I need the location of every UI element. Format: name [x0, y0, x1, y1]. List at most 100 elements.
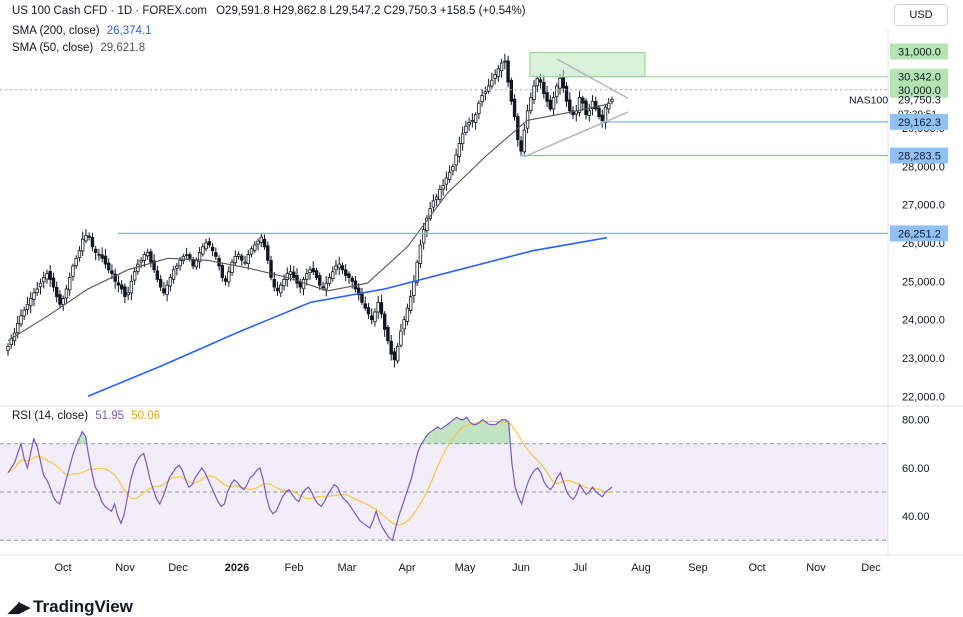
sma200-line	[87, 236, 608, 398]
candle	[480, 95, 484, 103]
price-label-box	[890, 68, 948, 85]
candle	[58, 294, 62, 305]
candle	[369, 315, 374, 321]
candle	[473, 114, 478, 123]
candle	[74, 257, 78, 267]
rsi-tick-label: 40.00	[902, 511, 930, 523]
candle	[48, 270, 52, 280]
tradingview-icon: ◢▶	[8, 599, 30, 616]
candle	[460, 133, 465, 145]
candle	[29, 298, 33, 307]
candle	[210, 246, 215, 252]
candle	[184, 254, 189, 256]
price-tick-label: 23,000.0	[902, 353, 945, 365]
sma50-value: 29,621.8	[100, 42, 146, 54]
candle	[499, 62, 504, 72]
candle	[444, 177, 449, 185]
candle	[584, 100, 588, 116]
price-label-box	[890, 43, 948, 60]
candle	[366, 307, 371, 315]
time-tick-label: Aug	[631, 562, 651, 574]
candle	[301, 279, 306, 290]
candle	[119, 284, 124, 290]
price-tick-label: 24,000.0	[902, 315, 945, 327]
candle	[451, 166, 455, 172]
candle	[106, 262, 111, 271]
time-tick-label: Feb	[285, 562, 304, 574]
candle	[233, 256, 238, 264]
candle	[405, 307, 410, 322]
candle	[236, 254, 241, 257]
candle	[318, 275, 322, 286]
candle	[512, 98, 517, 118]
candle	[126, 292, 130, 296]
legend-sma200[interactable]: SMA (200, close) 26,374.1	[12, 25, 152, 37]
candle	[532, 85, 536, 100]
price-tick-label: 22,000.0	[902, 391, 945, 403]
candle	[558, 77, 562, 89]
candle	[55, 286, 59, 298]
rsi-ma-line	[7, 420, 613, 526]
price-label-box	[890, 225, 948, 242]
time-tick-label: Dec	[168, 562, 188, 574]
legend-main: US 100 Cash CFD · 1D · FOREX.com O29,591…	[12, 5, 526, 17]
candle	[434, 196, 439, 201]
candle	[483, 91, 488, 94]
candle	[597, 107, 601, 118]
candle	[493, 74, 497, 79]
candle	[490, 79, 494, 87]
candle	[503, 60, 507, 63]
currency-button[interactable]: USD	[894, 4, 948, 26]
candle	[418, 244, 423, 264]
candle	[71, 265, 75, 277]
time-tick-label: Oct	[748, 562, 765, 574]
candle	[246, 254, 251, 265]
candle	[207, 241, 212, 246]
candle	[392, 351, 397, 361]
candle	[561, 76, 565, 89]
candle	[331, 271, 335, 279]
candle	[266, 245, 270, 261]
time-tick-label: Jun	[512, 562, 530, 574]
tradingview-logo[interactable]: ◢▶ TradingView	[8, 597, 133, 617]
candle	[16, 323, 20, 334]
candle	[337, 263, 341, 269]
candle	[201, 246, 205, 255]
candle	[519, 140, 523, 152]
candle	[155, 270, 160, 280]
candle	[548, 99, 553, 110]
candle	[116, 282, 121, 286]
symbol-title[interactable]: US 100 Cash CFD · 1D · FOREX.com	[12, 5, 207, 17]
candle	[214, 252, 218, 257]
legend-sma50[interactable]: SMA (50, close) 29,621.8	[12, 42, 145, 54]
time-axis: Oct Nov Dec 2026 Feb Mar Apr May Jun Jul Aug Sep Oct…	[54, 562, 881, 574]
candle	[340, 265, 345, 271]
candle	[425, 217, 429, 232]
candle	[272, 278, 276, 288]
rsi-value: 51.95	[95, 410, 125, 422]
candle	[22, 309, 26, 317]
candle	[93, 248, 98, 254]
candle	[282, 279, 286, 287]
candle	[240, 255, 244, 261]
price-label-text: 29,162.3	[898, 117, 941, 129]
candle	[607, 102, 611, 110]
candle	[168, 277, 173, 287]
chart-canvas[interactable]: 22,000.023,000.024,000.025,000.026,000.0…	[0, 0, 963, 596]
candle	[571, 110, 575, 116]
candle	[100, 254, 104, 259]
candle	[470, 120, 475, 122]
candle	[496, 68, 501, 78]
candle	[19, 315, 23, 325]
price-tick-label: 28,000.0	[902, 161, 945, 173]
candle	[431, 200, 436, 208]
candle	[415, 261, 419, 283]
time-tick-label: May	[455, 562, 476, 574]
resistance-zone	[529, 51, 646, 78]
legend-rsi[interactable]: RSI (14, close) 51.95 50.06	[12, 410, 160, 422]
candle	[506, 60, 510, 83]
candle	[61, 298, 65, 306]
candle	[42, 277, 46, 283]
rsi-tick-label: 80.00	[902, 415, 930, 427]
candle	[67, 277, 72, 291]
